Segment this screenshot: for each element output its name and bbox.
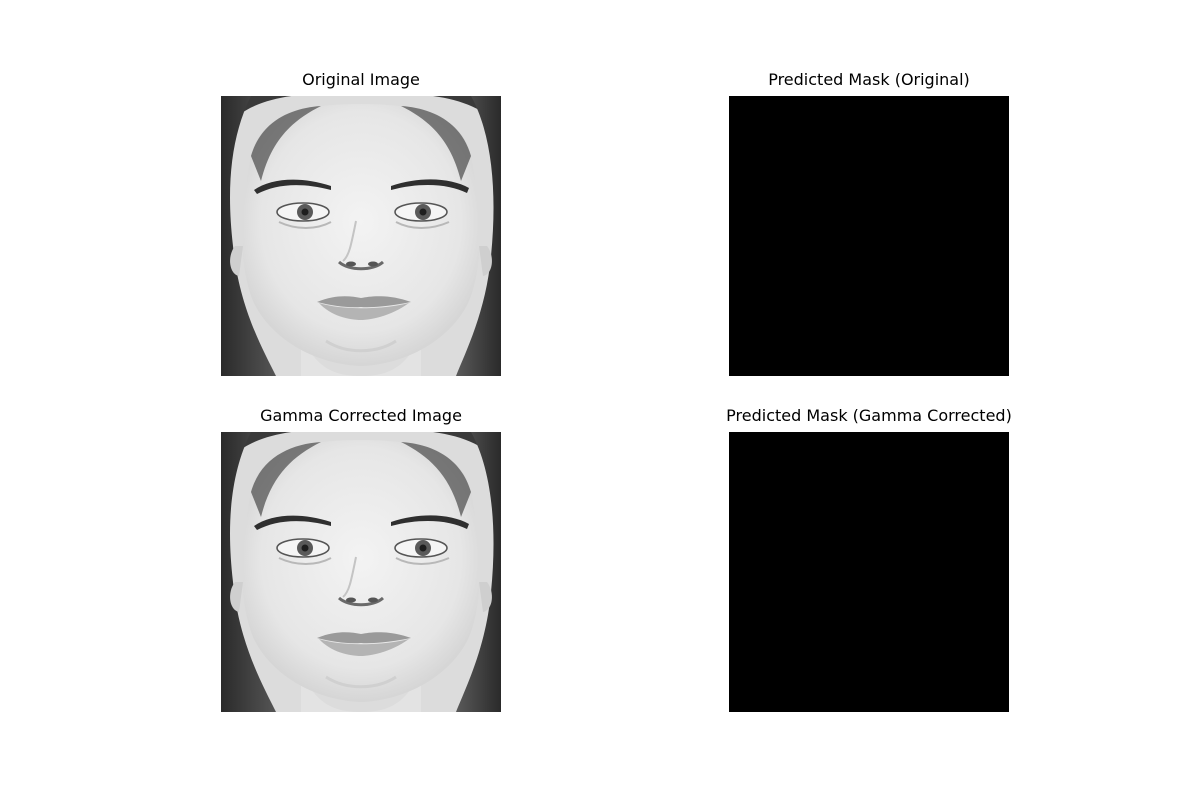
predicted-mask-original-image	[729, 96, 1009, 376]
original-image-title: Original Image	[302, 70, 420, 89]
original-face-image	[221, 96, 501, 376]
predicted-mask-gamma-image	[729, 432, 1009, 712]
predicted-mask-original-title: Predicted Mask (Original)	[768, 70, 970, 89]
predicted-mask-gamma-title: Predicted Mask (Gamma Corrected)	[726, 406, 1012, 425]
gamma-corrected-image-title: Gamma Corrected Image	[260, 406, 462, 425]
gamma-corrected-face-image	[221, 432, 501, 712]
